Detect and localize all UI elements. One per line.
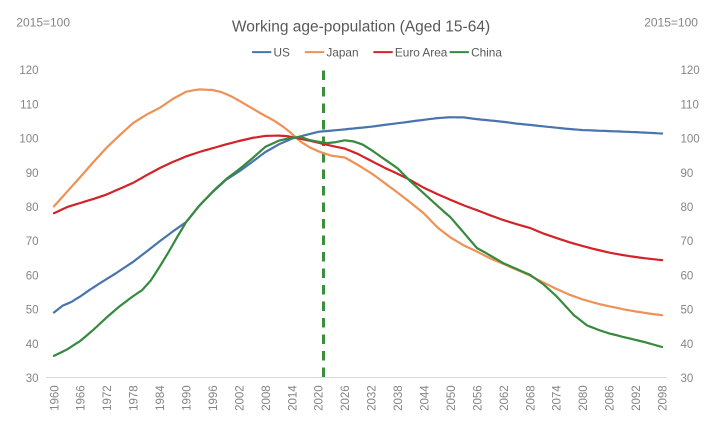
svg-text:30: 30 bbox=[681, 373, 694, 385]
svg-text:1978: 1978 bbox=[129, 385, 141, 411]
svg-text:2020: 2020 bbox=[314, 385, 326, 411]
svg-text:50: 50 bbox=[681, 305, 694, 317]
svg-text:2086: 2086 bbox=[605, 385, 617, 411]
svg-text:2050: 2050 bbox=[446, 385, 458, 411]
svg-text:100: 100 bbox=[681, 134, 700, 146]
svg-text:2038: 2038 bbox=[393, 385, 405, 411]
svg-text:60: 60 bbox=[681, 270, 694, 282]
svg-text:110: 110 bbox=[681, 99, 699, 111]
svg-text:2092: 2092 bbox=[631, 385, 643, 411]
svg-text:60: 60 bbox=[26, 270, 39, 282]
svg-text:120: 120 bbox=[681, 65, 700, 77]
svg-text:1984: 1984 bbox=[155, 385, 167, 411]
svg-text:80: 80 bbox=[681, 202, 694, 214]
svg-text:2015=100: 2015=100 bbox=[16, 15, 70, 29]
svg-text:2056: 2056 bbox=[472, 385, 484, 411]
svg-text:70: 70 bbox=[681, 236, 694, 248]
svg-text:1990: 1990 bbox=[182, 385, 194, 411]
svg-text:90: 90 bbox=[681, 168, 694, 180]
svg-text:1996: 1996 bbox=[208, 385, 220, 411]
svg-text:2044: 2044 bbox=[420, 385, 432, 411]
svg-text:80: 80 bbox=[26, 202, 39, 214]
svg-text:100: 100 bbox=[19, 134, 38, 146]
svg-text:40: 40 bbox=[681, 339, 694, 351]
svg-text:70: 70 bbox=[26, 236, 39, 248]
svg-text:2002: 2002 bbox=[234, 385, 246, 411]
svg-text:90: 90 bbox=[26, 168, 39, 180]
svg-text:Working age-population (Aged 1: Working age-population (Aged 15-64) bbox=[232, 18, 490, 35]
svg-text:2026: 2026 bbox=[340, 385, 352, 411]
svg-text:2014: 2014 bbox=[287, 385, 299, 411]
svg-text:2098: 2098 bbox=[658, 385, 670, 411]
svg-text:2080: 2080 bbox=[578, 385, 590, 411]
svg-text:Euro Area: Euro Area bbox=[395, 45, 448, 59]
svg-text:50: 50 bbox=[26, 305, 39, 317]
svg-text:120: 120 bbox=[19, 65, 38, 77]
svg-text:2062: 2062 bbox=[499, 385, 511, 411]
svg-text:110: 110 bbox=[20, 99, 38, 111]
svg-text:40: 40 bbox=[26, 339, 39, 351]
svg-text:2015=100: 2015=100 bbox=[644, 15, 698, 29]
svg-text:1972: 1972 bbox=[102, 385, 114, 411]
svg-text:2074: 2074 bbox=[552, 385, 564, 411]
svg-text:2032: 2032 bbox=[367, 385, 379, 411]
svg-text:30: 30 bbox=[26, 373, 39, 385]
svg-text:China: China bbox=[471, 45, 502, 59]
svg-text:1960: 1960 bbox=[49, 385, 61, 411]
svg-text:2068: 2068 bbox=[525, 385, 537, 411]
svg-text:1966: 1966 bbox=[76, 385, 88, 411]
svg-text:Japan: Japan bbox=[326, 45, 358, 59]
svg-text:US: US bbox=[274, 45, 291, 59]
svg-text:2008: 2008 bbox=[261, 385, 273, 411]
